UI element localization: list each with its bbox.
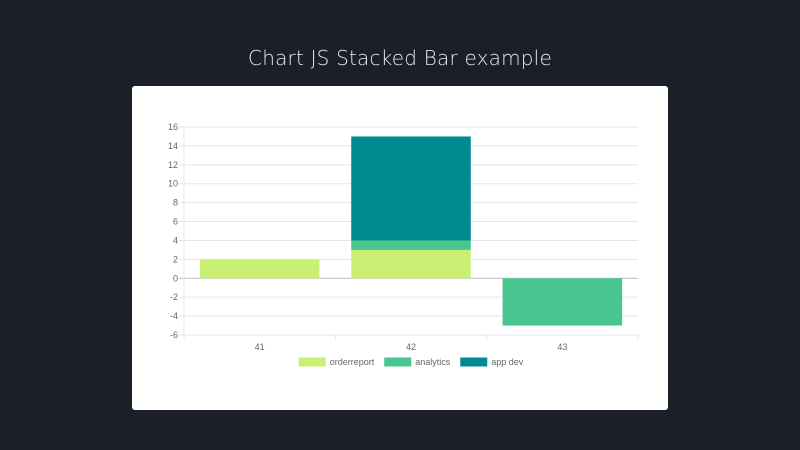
x-tick-label: 41 (255, 342, 265, 352)
bar-analytics-42 (351, 240, 471, 249)
y-tick-label: -4 (170, 311, 178, 321)
legend-label-app-dev: app dev (491, 357, 524, 367)
y-tick-label: 4 (173, 235, 178, 245)
y-tick-label: 2 (173, 254, 178, 264)
bar-analytics-43 (503, 278, 623, 325)
legend-swatch-app-dev (460, 358, 487, 367)
y-tick-label: 0 (173, 273, 178, 283)
y-tick-label: 6 (173, 217, 178, 227)
y-tick-label: 14 (168, 141, 178, 151)
y-tick-label: 8 (173, 198, 178, 208)
legend-label-analytics: analytics (415, 357, 451, 367)
legend-swatch-analytics (384, 358, 411, 367)
y-tick-label: -6 (170, 330, 178, 340)
y-tick-label: 10 (168, 179, 178, 189)
x-tick-label: 42 (406, 342, 416, 352)
chart-card: 16 14 12 10 8 6 4 2 0 -2 -4 -6 41 42 43 orderreport anal… (132, 86, 668, 410)
legend-swatch-orderreport (299, 358, 326, 367)
y-tick-label: -2 (170, 292, 178, 302)
x-tick-label: 43 (557, 342, 567, 352)
y-tick-label: 16 (168, 122, 178, 132)
bar-orderreport-42 (351, 250, 471, 278)
bar-orderreport-41 (200, 259, 320, 278)
bar-app-dev-42 (351, 136, 471, 240)
page-title: Chart JS Stacked Bar example (0, 46, 800, 70)
y-tick-label: 12 (168, 160, 178, 170)
legend-label-orderreport: orderreport (330, 357, 375, 367)
